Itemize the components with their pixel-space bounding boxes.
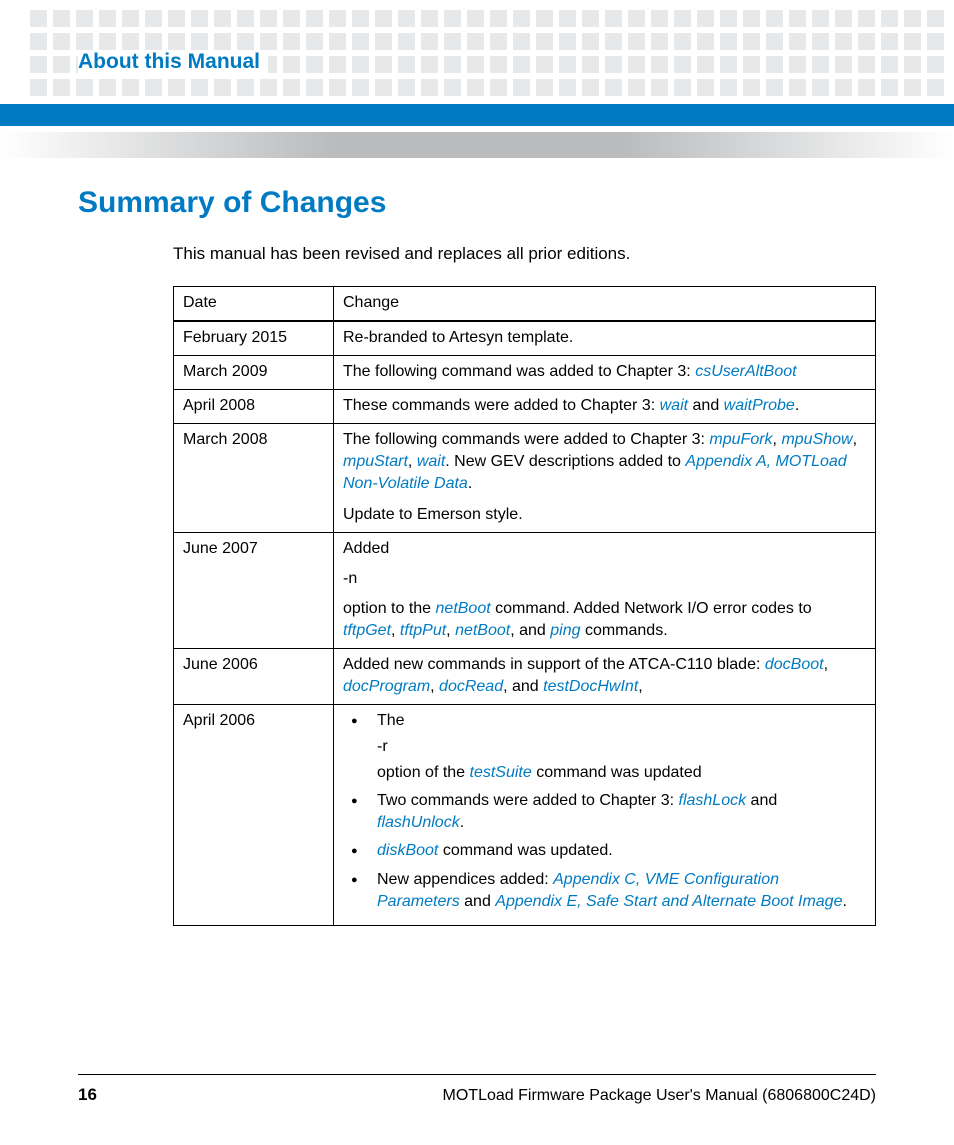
footer-rule bbox=[78, 1074, 876, 1075]
page-content: Summary of Changes This manual has been … bbox=[78, 180, 876, 926]
cell-date: June 2006 bbox=[174, 648, 334, 704]
section-title: Summary of Changes bbox=[78, 186, 876, 220]
page-footer: 16 MOTLoad Firmware Package User's Manua… bbox=[78, 1074, 876, 1105]
link-docread[interactable]: docRead bbox=[439, 678, 503, 695]
cell-date: March 2009 bbox=[174, 356, 334, 390]
table-row: February 2015 Re-branded to Artesyn temp… bbox=[174, 321, 876, 356]
cell-change: The following commands were added to Cha… bbox=[334, 424, 876, 532]
link-docprogram[interactable]: docProgram bbox=[343, 678, 430, 695]
cell-change: Re-branded to Artesyn template. bbox=[334, 321, 876, 356]
page-number: 16 bbox=[78, 1085, 97, 1105]
cell-date: April 2006 bbox=[174, 705, 334, 926]
breadcrumb: About this Manual bbox=[78, 50, 268, 74]
table-header-row: Date Change bbox=[174, 287, 876, 322]
table-row: March 2009 The following command was add… bbox=[174, 356, 876, 390]
link-diskboot[interactable]: diskBoot bbox=[377, 842, 438, 859]
link-docboot[interactable]: docBoot bbox=[765, 656, 824, 673]
link-mpufork[interactable]: mpuFork bbox=[709, 431, 772, 448]
cell-date: March 2008 bbox=[174, 424, 334, 532]
bullet-item: diskBoot command was updated. bbox=[343, 840, 866, 862]
cell-date: June 2007 bbox=[174, 532, 334, 648]
bullet-item: New appendices added: Appendix C, VME Co… bbox=[343, 869, 866, 913]
link-flashlock[interactable]: flashLock bbox=[679, 792, 747, 809]
link-csuseraltboot[interactable]: csUserAltBoot bbox=[695, 363, 796, 380]
table-row: April 2006 The -r option of the testSuit… bbox=[174, 705, 876, 926]
link-appendix-e[interactable]: Appendix E, Safe Start and Alternate Boo… bbox=[495, 893, 842, 910]
link-wait[interactable]: wait bbox=[660, 397, 688, 414]
link-netboot[interactable]: netBoot bbox=[436, 600, 491, 617]
table-row: June 2006 Added new commands in support … bbox=[174, 648, 876, 704]
link-testdochwint[interactable]: testDocHwInt bbox=[543, 678, 638, 695]
link-mpustart[interactable]: mpuStart bbox=[343, 453, 408, 470]
link-testsuite[interactable]: testSuite bbox=[470, 764, 532, 781]
cell-change: The following command was added to Chapt… bbox=[334, 356, 876, 390]
header-blue-bar bbox=[0, 104, 954, 126]
col-change: Change bbox=[334, 287, 876, 322]
link-tftpput[interactable]: tftpPut bbox=[400, 622, 446, 639]
bullet-item: The -r option of the testSuite command w… bbox=[343, 710, 866, 784]
cell-change: Added new commands in support of the ATC… bbox=[334, 648, 876, 704]
link-waitprobe[interactable]: waitProbe bbox=[724, 397, 795, 414]
link-flashunlock[interactable]: flashUnlock bbox=[377, 814, 460, 831]
cell-change: The -r option of the testSuite command w… bbox=[334, 705, 876, 926]
link-tftpget[interactable]: tftpGet bbox=[343, 622, 391, 639]
cell-change: Added -n option to the netBoot command. … bbox=[334, 532, 876, 648]
bullet-item: Two commands were added to Chapter 3: fl… bbox=[343, 790, 866, 834]
footer-text: MOTLoad Firmware Package User's Manual (… bbox=[443, 1087, 876, 1105]
table-row: March 2008 The following commands were a… bbox=[174, 424, 876, 532]
link-wait2[interactable]: wait bbox=[417, 453, 445, 470]
cell-date: April 2008 bbox=[174, 390, 334, 424]
table-row: April 2008 These commands were added to … bbox=[174, 390, 876, 424]
link-ping[interactable]: ping bbox=[550, 622, 580, 639]
col-date: Date bbox=[174, 287, 334, 322]
cell-date: February 2015 bbox=[174, 321, 334, 356]
changes-table: Date Change February 2015 Re-branded to … bbox=[173, 286, 876, 926]
header-gradient-bar bbox=[0, 132, 954, 158]
cell-change: These commands were added to Chapter 3: … bbox=[334, 390, 876, 424]
link-netboot2[interactable]: netBoot bbox=[455, 622, 510, 639]
table-row: June 2007 Added -n option to the netBoot… bbox=[174, 532, 876, 648]
link-mpushow[interactable]: mpuShow bbox=[781, 431, 852, 448]
section-intro: This manual has been revised and replace… bbox=[173, 244, 876, 264]
